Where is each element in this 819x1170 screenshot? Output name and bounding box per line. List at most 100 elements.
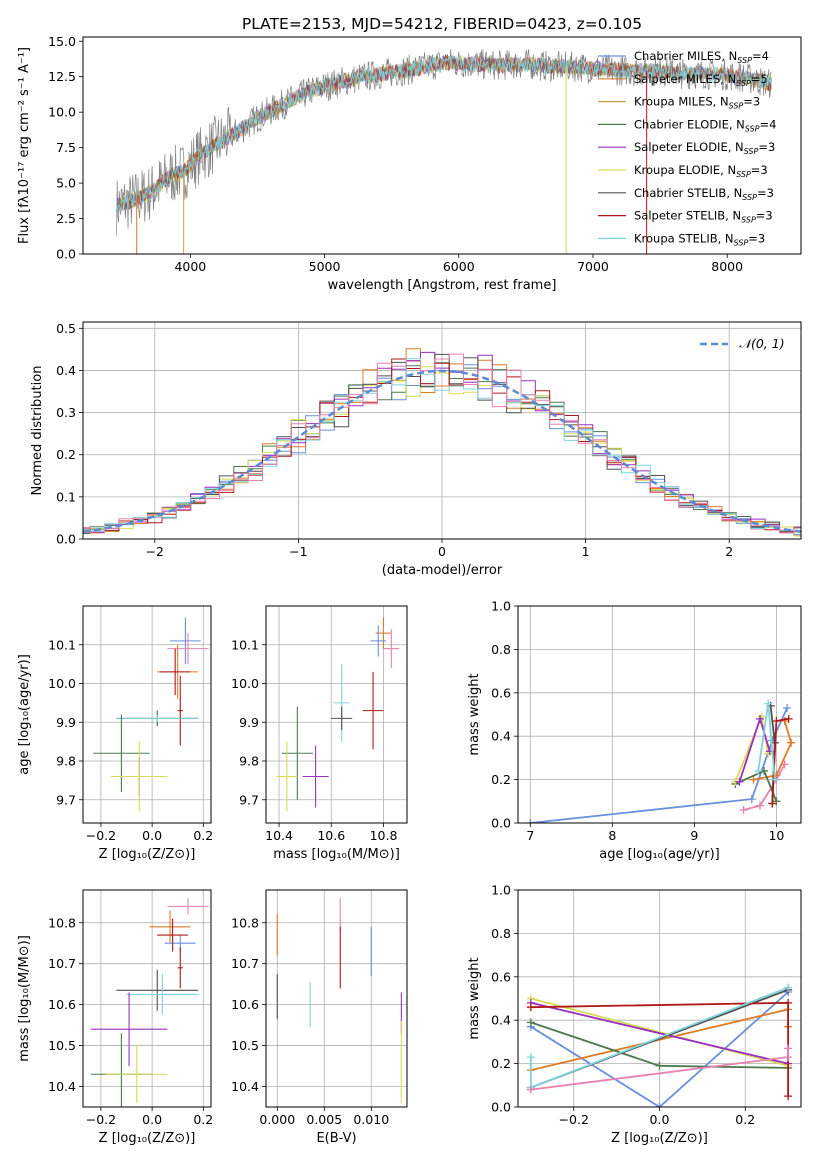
legend-entry-label: Salpeter MILES, NSSP=5 [634, 72, 768, 88]
z_weight-plot-area [526, 983, 793, 1107]
residuals-ytick-label: 0.2 [56, 447, 76, 462]
age_weight-marker [526, 819, 535, 823]
spectrum-xtick-label: 7000 [577, 259, 609, 274]
z_mass-point [167, 898, 209, 915]
residual-histogram [83, 351, 801, 536]
z_weight-marker [526, 1085, 535, 1094]
z_age-xtick-label: −0.2 [86, 828, 116, 843]
z_age-point [159, 648, 191, 696]
z_age-ylabel: age [log₁₀(age/yr)] [17, 654, 32, 775]
mass_age-ytick-label: 9.8 [239, 754, 259, 769]
residual-histogram [83, 353, 801, 534]
z_mass-ytick-label: 10.4 [48, 1079, 76, 1094]
z_weight-ytick-label: 0.8 [491, 926, 511, 941]
z_age-plot-area [93, 617, 209, 812]
z_mass-point [177, 947, 183, 989]
residuals-frame [82, 321, 802, 540]
z_mass-ytick-label: 10.5 [48, 1038, 76, 1053]
z_mass-plot-area [90, 898, 209, 1107]
ebv_mass-xtick-label: 0.010 [353, 1112, 389, 1127]
residuals-ytick-label: 0.4 [56, 363, 76, 378]
residuals-xtick-label: −1 [289, 544, 307, 559]
spectrum-xtick-label: 4000 [174, 259, 206, 274]
ebv_mass-ytick-label: 10.5 [231, 1038, 259, 1053]
age_weight-series-line [771, 717, 789, 804]
z_weight-ytick-label: 0.4 [491, 1013, 511, 1028]
z_age-ytick-label: 9.9 [56, 715, 76, 730]
ebv_mass-xtick-label: 0.000 [259, 1112, 295, 1127]
z_mass-xtick-label: 0.0 [142, 1112, 162, 1127]
z_age-point [93, 714, 150, 792]
residuals-xtick-label: 0 [438, 544, 446, 559]
z_weight-xtick-label: 0.2 [735, 1112, 755, 1127]
z_mass-point [126, 973, 199, 1015]
age_weight-ytick-label: 0.6 [491, 685, 511, 700]
z_mass-point [90, 992, 168, 1067]
legend-entry-label: Chabrier STELIB, NSSP=3 [634, 186, 774, 202]
age_weight-ytick-label: 0.0 [491, 816, 511, 831]
spectrum-plot-area [116, 49, 772, 254]
z_weight-xtick-label: 0.0 [650, 1112, 670, 1127]
z_age-point [116, 714, 199, 723]
z_mass-point [116, 969, 199, 1011]
spectrum-ytick-label: 0.0 [56, 247, 76, 262]
residual-histogram [83, 353, 801, 534]
z_weight-ytick-label: 0.2 [491, 1056, 511, 1071]
spectrum-ytick-label: 10.0 [48, 105, 76, 120]
z_weight-series-line [530, 1001, 789, 1065]
age_weight-xtick-label: 9 [690, 828, 698, 843]
z_mass-ytick-label: 10.8 [48, 915, 76, 930]
mass_age-point [276, 741, 298, 812]
age_weight-marker [755, 801, 764, 810]
mass_age-plot-area [276, 617, 400, 812]
age_weight-marker [770, 775, 779, 784]
ebv_mass-ytick-label: 10.8 [231, 915, 259, 930]
z_weight-xtick-label: −0.2 [559, 1112, 589, 1127]
residual-histogram [83, 358, 801, 534]
z_weight-marker [526, 1003, 535, 1012]
age_weight-xlabel: age [log₁₀(age/yr)] [599, 847, 720, 862]
legend-entry-label: Kroupa ELODIE, NSSP=3 [634, 163, 768, 179]
legend-entry-label: Kroupa MILES, NSSP=3 [634, 95, 760, 111]
spectrum-ytick-label: 2.5 [56, 211, 76, 226]
z_weight-marker [526, 1053, 535, 1062]
mass_age-xtick-label: 10.8 [370, 828, 398, 843]
z_mass-xtick-label: −0.2 [86, 1112, 116, 1127]
mass_age-frame [265, 605, 408, 824]
mass_age-xlabel: mass [log₁₀(M/M⊙)] [273, 847, 400, 862]
age_weight-axes: 7 8 9 10 0.0 0.2 0.4 0.6 0.8 1.0 age [log₁₀(age/yr… [467, 599, 801, 862]
ebv_mass-axes: 0.000 0.005 0.010 10.4 10.5 10.6 10.7 10.8 E(B-V… [231, 890, 407, 1146]
z_weight-axes: −0.2 0.0 0.2 0.0 0.2 0.4 0.6 0.8 1.0 Z [log₁₀(Z/Z… [467, 883, 801, 1146]
mass_age-point [331, 706, 353, 730]
age_weight-xtick-label: 7 [526, 828, 534, 843]
residuals-legend-label: 𝒩(0, 1) [739, 336, 785, 351]
z_weight-marker [655, 1103, 664, 1107]
spectrum-axes: 4000 5000 6000 7000 8000 0.0 2.5 5.0 7.5 10.0 12.5… [17, 34, 743, 293]
ebv_mass-xlabel: E(B-V) [316, 1131, 356, 1146]
z_mass-ytick-label: 10.7 [48, 956, 76, 971]
z_weight-marker [784, 1092, 793, 1101]
z_mass-point [106, 1045, 168, 1103]
mass_age-xtick-label: 10.6 [317, 828, 345, 843]
ebv_mass-ytick-label: 10.4 [231, 1079, 259, 1094]
z_weight-frame [517, 889, 802, 1108]
z_weight-ytick-label: 0.0 [491, 1100, 511, 1115]
z_weight-marker [526, 1018, 535, 1027]
ebv_mass-plot-area [276, 898, 402, 1103]
spectrum-ytick-label: 15.0 [48, 34, 76, 49]
residuals-xtick-label: 1 [582, 544, 590, 559]
age_weight-marker [764, 699, 773, 708]
age_weight-frame [517, 605, 802, 824]
z_age-axes: −0.2 0.0 0.2 9.7 9.8 9.9 10.0 10.1 Z [log₁₀(Z/Z⊙… [17, 606, 213, 862]
z_age-ytick-label: 9.8 [56, 754, 76, 769]
age_weight-marker [739, 805, 748, 814]
residuals-xtick-label: −2 [146, 544, 164, 559]
mass_age-axes: 10.4 10.6 10.8 9.7 9.8 9.9 10.0 10.1 mass [log₁₀… [231, 606, 407, 862]
age_weight-ytick-label: 0.2 [491, 772, 511, 787]
legend-entry-label: Salpeter STELIB, NSSP=3 [634, 209, 773, 225]
age_weight-marker [754, 766, 763, 775]
legend-entry-label: Chabrier MILES, NSSP=4 [634, 49, 769, 65]
mass_age-xtick-label: 10.4 [265, 828, 293, 843]
age_weight-ytick-label: 1.0 [491, 599, 511, 614]
ebv_mass-ytick-label: 10.6 [231, 997, 259, 1012]
